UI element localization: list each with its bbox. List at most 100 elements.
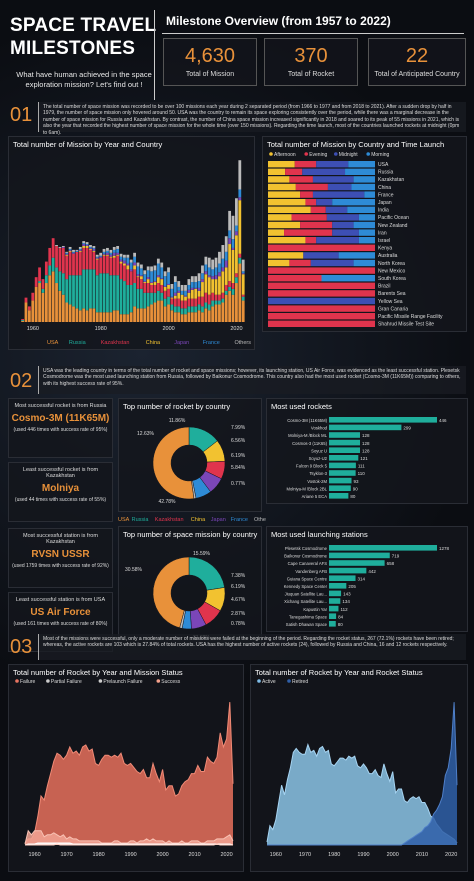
chart-title: Total number of Rocket by Year and Rocke… [255,668,423,677]
bar-usa-1998 [160,300,164,322]
data-label: 84 [338,614,344,619]
bar-france-2014 [214,267,218,276]
bar-china-2007 [190,289,194,299]
bar-others-2015 [218,251,221,264]
bar-6 [329,590,342,597]
bar-others-2013 [211,259,215,270]
bar-russia-2014 [214,300,218,305]
category-label: Voskhod [311,426,328,431]
bar-china-2018 [228,244,232,282]
bar-france-1976 [85,244,89,246]
bar-france-1984 [112,249,116,253]
bar-usa-1996 [153,302,157,322]
x-tick-2020: 2020 [220,852,232,858]
bar-kazakhstan-1989 [129,271,133,285]
bar-france-2020 [235,225,238,232]
page-title-line1: SPACE TRAVEL [10,15,157,36]
category-label: Baikonur Cosmodrome [284,554,327,559]
bar-midnight-australia [303,252,339,259]
bar-russia-1980 [99,273,103,313]
bar-midnight-russia [302,168,346,175]
bar-afternoon-australia [268,252,304,259]
bar-kazakhstan-1968 [58,247,62,272]
kpi-label: Total of Anticipated Country [374,71,460,78]
bar-france-1994 [146,270,150,278]
bar-russia-1967 [55,267,58,284]
legend-dot-success [156,679,161,683]
bar-russia-1965 [48,265,52,276]
legend-japan: Japan [174,340,189,346]
bar-france-2000 [167,272,170,284]
bar-russia-1966 [51,257,55,272]
bar-usa-2017 [224,294,228,322]
data-label: 6.19% [231,584,246,590]
bar-russia-1957 [21,320,24,322]
bar-japan-2017 [224,260,228,268]
category-label: Pacific Missile Range Facility [378,314,443,320]
bar-others-1988 [126,254,130,258]
bar-others-2010 [201,265,204,274]
bar-france-2011 [204,264,208,272]
bar-kazakhstan-1979 [95,259,99,276]
bar-usa-1986 [119,314,123,322]
bar-russia-2019 [231,288,235,295]
category-label: Tsyklon-3 [309,471,327,476]
bar-kazakhstan-1967 [55,245,58,268]
bar-japan-1975 [82,244,86,246]
bar-morning-france [364,191,375,198]
x-tick-2000: 2000 [163,326,175,332]
bar-evening-pacific-missile-range-facility [268,313,375,320]
bar-morning-india [347,206,375,213]
bar-usa-2007 [190,312,194,322]
x-tick-2020: 2020 [230,326,242,332]
bar-kazakhstan-2008 [194,298,198,307]
bar-others-1968 [58,246,62,248]
data-label: 128 [362,448,370,453]
bar-morning-japan [332,199,375,206]
bar-others-1986 [119,253,123,257]
bar-japan-1994 [146,277,150,280]
bar-others-1982 [106,247,109,251]
section-03-text: Most of the missions were successful, on… [38,634,466,660]
bar-kazakhstan-2002 [173,298,177,307]
bar-kazakhstan-1990 [133,269,136,284]
most-successful-rocket-box: Most successful rocket is from Russia Co… [8,398,113,458]
bar-others-1992 [139,264,143,269]
bar-japan-2015 [218,272,221,277]
box-note: (used 1759 times with success rate of 92… [12,563,109,569]
bar-kazakhstan-2011 [204,292,208,303]
bar-russia-1964 [44,275,48,284]
bar-afternoon-new-zealand [268,221,301,229]
bar-japan-1996 [153,281,157,283]
legend-failure: Failure [20,679,36,685]
bar-evening-kenya [268,244,375,251]
bar-china-1986 [119,261,123,264]
data-label: 15.59% [193,551,211,557]
bar-russia-2005 [184,308,187,315]
bar-usa-2004 [180,314,184,322]
bar-kazakhstan-1963 [41,279,45,289]
bar-usa-1962 [38,283,41,322]
panel-rocket-by-mission-status: Total number of Rocket by Year and Missi… [8,664,244,872]
data-label: 80 [350,494,356,499]
bar-midnight-india [325,206,348,213]
legend-usa: USA [47,340,59,346]
category-label: New Mexico [378,268,405,274]
bar-kazakhstan-1959 [27,306,31,311]
bar-evening-china [295,183,328,191]
bar-usa-1982 [106,312,109,322]
line-retired [266,743,458,844]
legend-japan: Japan [211,517,226,523]
bar-japan-2002 [173,292,177,296]
category-label: Cape Canaveral AFS [288,561,328,566]
bar-usa-1979 [95,312,99,322]
bar-midnight-iran [332,229,359,236]
bar-russia-1995 [150,292,153,305]
bar-russia-2017 [224,290,228,295]
bar-japan-2013 [211,276,215,280]
bar-7 [329,470,356,476]
bar-russia-1987 [123,281,126,315]
bar-russia-2009 [197,304,201,311]
bar-evening-pacific-ocean [291,214,327,221]
bar-others-1987 [123,254,126,258]
